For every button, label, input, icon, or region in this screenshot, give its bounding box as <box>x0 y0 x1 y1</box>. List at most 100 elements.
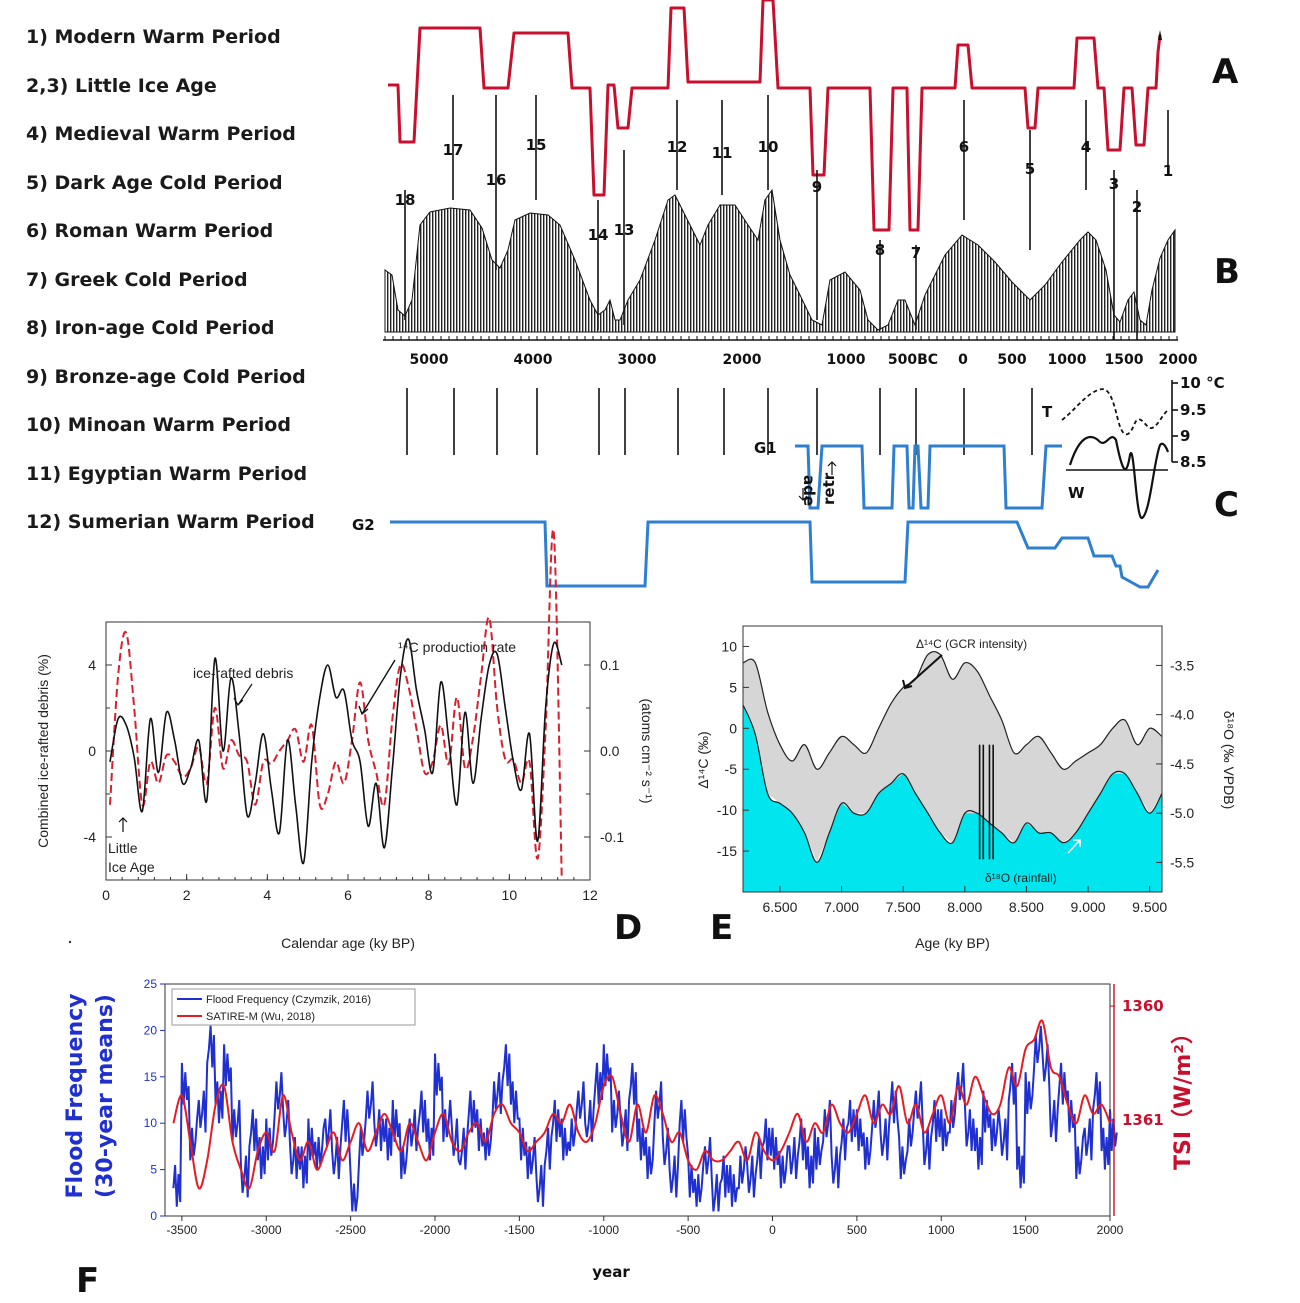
y-tick-label: 20 <box>144 1023 158 1037</box>
x-tick-label: 2000 <box>723 352 762 368</box>
x-tick-label: 10 <box>502 887 518 903</box>
panel-letter-f: F <box>76 1261 99 1301</box>
c14-production-line <box>109 528 563 881</box>
y2-tick-label: -4.0 <box>1170 707 1194 723</box>
period-number: 1 <box>1163 162 1173 180</box>
panel-b: 5000 4000 3000 2000 1000 500BC 0 500 1000 1500 200… <box>383 188 1198 455</box>
panel-d: 0 2 4 6 8 10 12 4 0 -4 0.1 0.0 -0.1 Calendar age (ky … <box>35 528 655 951</box>
y-tick-label: -10 <box>717 802 737 818</box>
x-tick-label: 8 <box>425 887 433 903</box>
period-number: 17 <box>443 141 464 159</box>
x-tick-label: 1000 <box>827 352 866 368</box>
x-tick-label: 4 <box>263 887 271 903</box>
x-tick-label: 2 <box>183 887 191 903</box>
legend-box <box>171 988 416 1026</box>
legend-item: 7) Greek Cold Period <box>26 268 248 291</box>
y2-tick-label: 0.1 <box>600 657 620 673</box>
annotation-ird: ice-rafted debris <box>193 665 293 681</box>
T-label: T <box>1042 403 1053 421</box>
y-tick-label: 5 <box>150 1163 157 1177</box>
x-tick-label: -3500 <box>167 1223 198 1237</box>
x-tick-label: 0 <box>958 352 968 368</box>
x-tick-label: 6 <box>344 887 352 903</box>
period-number: 15 <box>526 136 547 154</box>
x-tick-label: 500 <box>997 352 1026 368</box>
g1-blue-trace <box>795 444 1062 510</box>
period-number: 13 <box>614 221 635 239</box>
x-tick-label: 8.000 <box>947 899 982 915</box>
x-tick-label: 2000 <box>1097 1223 1124 1237</box>
temp-scale-label: 8.5 <box>1180 453 1207 471</box>
arrow-down-icon <box>798 488 808 501</box>
panel-f: -3500 -3000 -2500 -2000 -1500 -1000 -500 0 500 10… <box>63 977 1196 1281</box>
x-tick-label: -1000 <box>588 1223 619 1237</box>
legend-item: 5) Dark Age Cold Period <box>26 171 283 194</box>
arrow-icon <box>902 654 943 690</box>
panel-letter-b: B <box>1214 252 1240 292</box>
x-axis-label: year <box>592 1263 630 1281</box>
y-axis-label: Δ¹⁴C (‰) <box>695 731 711 788</box>
annotation-d18o: δ¹⁸O (rainfall) <box>985 871 1057 885</box>
plot-frame <box>164 983 1111 1217</box>
x-tick-label: 500 <box>847 1223 867 1237</box>
arrow-up-icon <box>1158 30 1162 40</box>
annotation-c14: ¹⁴C production rate <box>398 639 516 655</box>
period-number: 18 <box>395 191 416 209</box>
W-label: W <box>1068 484 1085 502</box>
panel-e: 6.500 7.000 7.500 8.000 8.500 9.000 9.500 10 5 0 -… <box>695 625 1237 951</box>
x-tick-label: 12 <box>582 887 598 903</box>
x-tick-label: 7.000 <box>824 899 859 915</box>
y-tick-label: -5 <box>725 761 738 777</box>
y-tick-label: 0 <box>150 1209 157 1223</box>
period-number: 2 <box>1132 198 1142 216</box>
period-number: 14 <box>588 226 609 244</box>
y2-axis-label: δ¹⁸O (‰ VPDB) <box>1221 711 1237 809</box>
period-number: 8 <box>875 241 885 259</box>
temp-scale-label: 9 <box>1180 427 1190 445</box>
y2-tick-label: 0.0 <box>600 743 620 759</box>
period-number: 5 <box>1025 160 1035 178</box>
y-tick-label: 0 <box>88 743 96 759</box>
period-number: 10 <box>758 138 779 156</box>
arrow-icon <box>358 659 396 716</box>
legend-item: 6) Roman Warm Period <box>26 220 274 242</box>
x-tick-label: 0 <box>102 887 110 903</box>
legend-label: SATIRE-M (Wu, 2018) <box>206 1011 315 1023</box>
period-number: 6 <box>959 138 969 156</box>
temp-scale-label: 10 °C <box>1180 374 1225 392</box>
y2-axis-label: (atoms cm⁻² s⁻¹) <box>639 699 655 804</box>
temp-scale-label: 9.5 <box>1180 401 1207 419</box>
y-tick-label: 15 <box>144 1070 158 1084</box>
warm-cold-red-trace <box>388 0 1162 232</box>
d18o-line <box>742 704 1163 864</box>
g2-blue-trace <box>390 520 1160 589</box>
dot <box>68 940 72 944</box>
x-tick-label: -3000 <box>251 1223 282 1237</box>
x-tick-label: -1500 <box>504 1223 535 1237</box>
y2-tick-label: -3.5 <box>1170 657 1194 673</box>
annotation-lia-1: Little <box>108 840 138 856</box>
legend-item: 8) Iron-age Cold Period <box>26 317 275 339</box>
x-tick-label: 1500 <box>1105 352 1144 368</box>
legend-item: 10) Minoan Warm Period <box>26 414 291 436</box>
y2-tick-label: -0.1 <box>600 829 624 845</box>
x-tick-label: 8.500 <box>1009 899 1044 915</box>
x-tick-label: 1500 <box>1012 1223 1039 1237</box>
y2-tick-label: -5.5 <box>1170 854 1194 870</box>
panel-letter-c: C <box>1214 485 1239 525</box>
x-tick-label: 6.500 <box>762 899 797 915</box>
panel-letter-e: E <box>710 908 733 948</box>
legend-item: 9) Bronze-age Cold Period <box>26 365 306 388</box>
x-axis-label: Age (ky BP) <box>915 935 990 951</box>
legend-item: 11) Egyptian Warm Period <box>26 462 308 485</box>
x-tick-label: 4000 <box>514 352 553 368</box>
period-number: 9 <box>812 178 822 196</box>
x-tick-label: 500BC <box>888 352 938 368</box>
x-tick-label: 0 <box>769 1223 776 1237</box>
retr-label: retr <box>820 472 838 505</box>
x-tick-label: 7.500 <box>886 899 921 915</box>
arrow-icon <box>233 683 253 706</box>
y-tick-label: 0 <box>729 720 737 736</box>
panel-a: 18 17 16 15 14 13 12 11 10 9 8 7 6 5 4 32 1 <box>388 0 1173 340</box>
